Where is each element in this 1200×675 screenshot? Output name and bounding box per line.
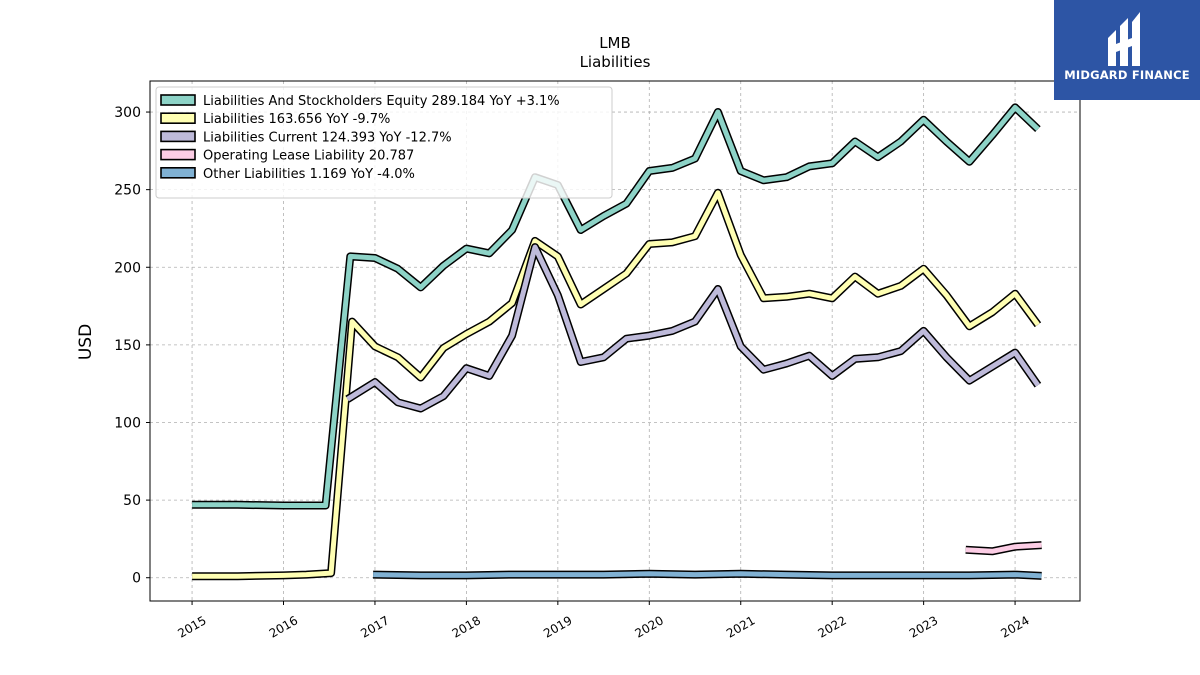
y-axis-label: USD: [76, 324, 96, 360]
x-tick-label: 2018: [450, 613, 483, 640]
series-line-outline: [192, 188, 1042, 581]
legend: Liabilities And Stockholders Equity 289.…: [155, 86, 613, 199]
legend-box: [155, 86, 613, 199]
y-tick-label: 0: [132, 571, 141, 587]
brand-mark-icon: [1108, 12, 1140, 66]
legend-label: Liabilities Current 124.393 YoY -12.7%: [203, 130, 452, 145]
series-line: [192, 190, 1040, 579]
y-tick-label: 50: [123, 493, 141, 509]
brand-name: MIDGARD FINANCE: [1064, 68, 1190, 82]
x-tick-label: 2017: [358, 613, 391, 640]
x-tick-label: 2020: [633, 613, 666, 640]
legend-label: Liabilities 163.656 YoY -9.7%: [203, 112, 390, 127]
legend-swatch: [160, 130, 196, 143]
x-tick-label: 2015: [175, 613, 208, 640]
x-tick-label: 2019: [541, 613, 574, 640]
series-line: [373, 571, 1042, 579]
series-line: [965, 542, 1042, 554]
legend-label: Operating Lease Liability 20.787: [203, 149, 414, 164]
x-tick-label: 2021: [724, 613, 757, 640]
y-tick-label: 250: [114, 183, 141, 199]
x-tick-label: 2024: [998, 613, 1031, 640]
y-tick-label: 150: [114, 338, 141, 354]
legend-swatch: [160, 112, 196, 124]
x-tick-label: 2023: [907, 613, 940, 640]
legend-swatch: [160, 167, 196, 179]
series-line: [192, 104, 1040, 508]
x-tick-label: 2016: [267, 613, 300, 640]
legend-label: Other Liabilities 1.169 YoY -4.0%: [203, 167, 415, 182]
y-tick-label: 300: [114, 105, 141, 121]
legend-label: Liabilities And Stockholders Equity 289.…: [203, 94, 560, 109]
x-tick-label: 2022: [815, 613, 848, 640]
y-tick-label: 200: [114, 260, 141, 276]
legend-swatch: [160, 94, 196, 106]
brand-logo: MIDGARD FINANCE: [1054, 0, 1200, 100]
plot-frame: [149, 80, 1081, 602]
series-group: [192, 103, 1042, 581]
chart-subtitle: Liabilities: [580, 53, 651, 71]
y-tick-label: 100: [114, 415, 141, 431]
chart-title: LMB: [599, 34, 631, 52]
legend-swatch: [160, 148, 196, 161]
series-line: [346, 244, 1040, 411]
